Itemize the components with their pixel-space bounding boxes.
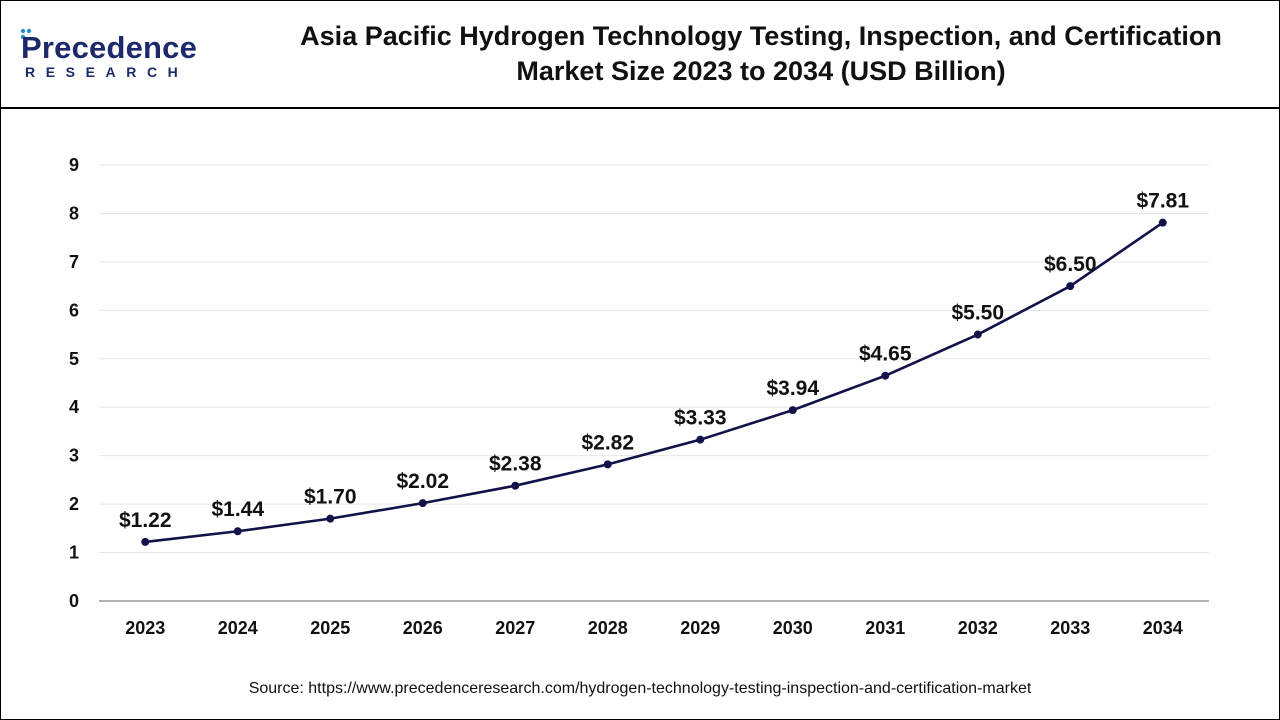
logo-dots-icon [20,28,32,40]
gridlines [99,164,1209,554]
x-tick-label: 2023 [125,618,165,638]
data-point [881,371,890,380]
data-point [326,514,335,523]
data-label: $3.94 [766,377,819,400]
data-label: $1.44 [211,498,264,521]
source-note: Source: https://www.precedenceresearch.c… [248,680,1032,697]
series-plot [141,218,1167,546]
y-tick-label: 9 [69,155,79,175]
chart-title: Asia Pacific Hydrogen Technology Testing… [261,19,1261,89]
brand-logo: Precedence RESEARCH [20,28,221,83]
x-tick-label: 2026 [403,618,443,638]
y-tick-label: 6 [69,300,79,320]
data-point [511,481,520,490]
data-point [973,330,982,339]
x-tick-label: 2024 [218,618,258,638]
data-point [1158,218,1167,227]
data-label: $4.65 [859,343,912,366]
data-point [1066,282,1075,291]
y-axis: 0 1 2 3 4 5 6 7 8 9 [69,155,79,611]
y-tick-label: 3 [69,446,79,466]
chart-title-line-2: Market Size 2023 to 2034 (USD Billion) [516,56,1006,86]
data-label: $5.50 [951,302,1004,325]
data-labels: $1.22 $1.44 $1.70 $2.02 $2.38 $2.82 $3.33 $3.94… [119,190,1189,532]
data-label: $7.81 [1136,190,1189,213]
x-tick-label: 2034 [1143,618,1183,638]
x-tick-label: 2032 [958,618,998,638]
y-tick-label: 7 [69,252,79,272]
data-label: $6.50 [1044,253,1097,276]
y-tick-label: 5 [69,349,79,369]
data-point [141,537,150,546]
x-tick-label: 2028 [588,618,628,638]
data-point [233,527,242,536]
x-tick-label: 2025 [310,618,350,638]
data-label: $2.02 [396,470,449,493]
data-label: $1.70 [304,486,357,509]
series-line [145,221,1164,544]
data-label: $3.33 [674,407,727,430]
data-point [603,460,612,469]
y-tick-label: 0 [69,591,79,611]
x-tick-label: 2027 [495,618,535,638]
header: Precedence RESEARCH Asia Pacific Hydroge… [1,1,1279,109]
y-tick-label: 1 [69,543,79,563]
data-label: $1.22 [119,509,172,532]
data-label: $2.82 [581,431,634,454]
x-tick-label: 2031 [865,618,905,638]
y-tick-label: 4 [69,397,79,417]
data-label: $2.38 [489,453,542,476]
data-point [418,499,427,508]
brand-word: Precedence [21,30,198,65]
x-tick-label: 2033 [1050,618,1090,638]
data-point [788,406,797,415]
x-tick-label: 2030 [773,618,813,638]
data-point [696,435,705,444]
x-axis: 2023 2024 2025 2026 2027 2028 2029 2030 2031 2032… [99,600,1209,638]
y-tick-label: 2 [69,494,79,514]
x-tick-label: 2029 [680,618,720,638]
brand-sub: RESEARCH [25,64,189,80]
y-tick-label: 8 [69,203,79,223]
chart-title-line-1: Asia Pacific Hydrogen Technology Testing… [300,21,1222,51]
